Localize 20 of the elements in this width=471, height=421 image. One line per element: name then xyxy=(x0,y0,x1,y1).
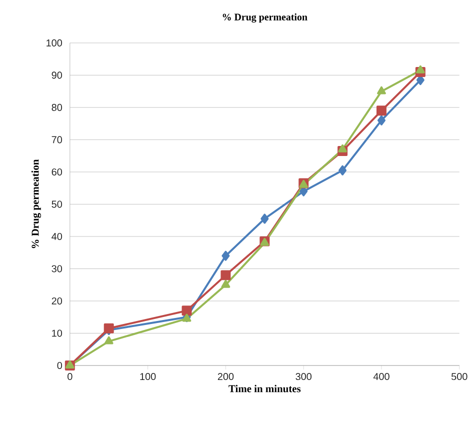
x-tick-label: 300 xyxy=(296,372,312,380)
x-tick-label: 200 xyxy=(218,372,234,380)
y-tick-label: 20 xyxy=(52,297,62,304)
y-tick-label: 50 xyxy=(52,200,62,208)
y-tick-label: 60 xyxy=(52,168,62,176)
y-tick-label: 100 xyxy=(46,39,62,46)
x-tick-label: 400 xyxy=(373,372,390,380)
y-tick-label: 80 xyxy=(52,104,62,111)
x-tick-label: 0 xyxy=(68,372,72,380)
y-tick-label: 90 xyxy=(52,71,62,79)
y-tick-label: 30 xyxy=(52,265,62,272)
y-tick-label: 70 xyxy=(52,136,62,144)
x-axis-title: Time in minutes xyxy=(228,384,301,392)
y-axis-title: % Drug permeation xyxy=(31,159,41,248)
x-tick-label: 100 xyxy=(140,372,156,380)
y-tick-label: 0 xyxy=(57,362,62,369)
y-tick-label: 40 xyxy=(52,232,62,240)
chart-title: % Drug permeation xyxy=(222,13,308,22)
x-tick-label: 500 xyxy=(451,372,468,380)
y-tick-label: 10 xyxy=(52,330,62,337)
